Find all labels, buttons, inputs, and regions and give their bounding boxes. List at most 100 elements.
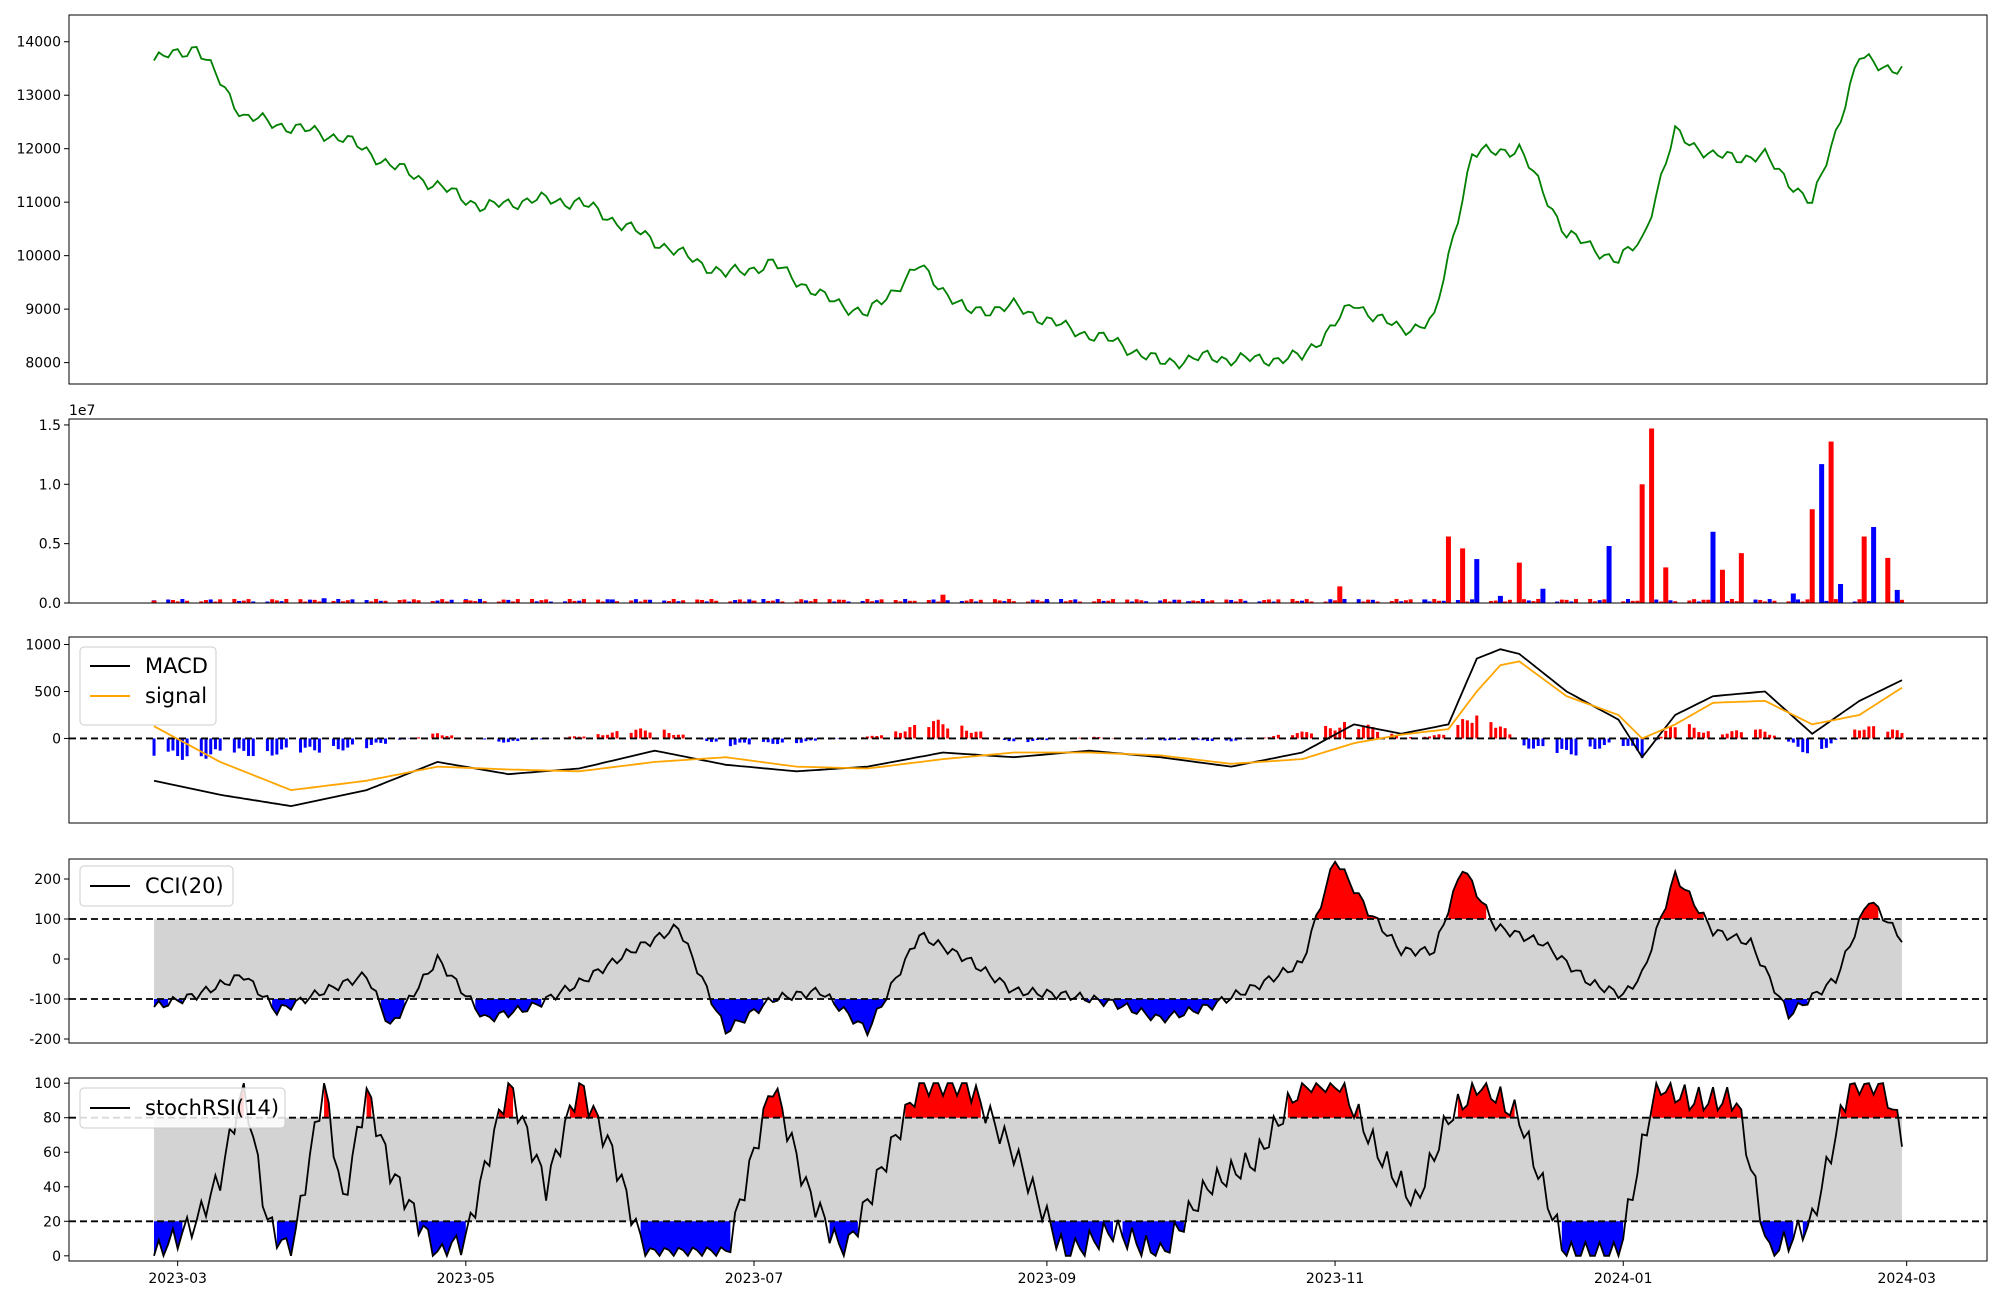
stochrsi-panel: 0 20 40 60 80 100 stochRSI(14) <box>34 1076 1988 1265</box>
volume-bar <box>407 601 412 603</box>
volume-bar <box>681 600 686 603</box>
macd-histogram-bar <box>237 738 241 749</box>
x-tick-label: 2023-09 <box>1018 1271 1077 1287</box>
macd-histogram-bar <box>880 735 884 739</box>
macd-histogram-bar <box>606 734 610 739</box>
volume-bar <box>567 598 572 603</box>
macd-histogram-bar <box>511 738 515 741</box>
macd-histogram-bar <box>1886 731 1890 739</box>
macd-histogram-bar <box>974 731 978 739</box>
macd-histogram-bar <box>804 738 808 742</box>
volume-bar <box>303 601 308 603</box>
x-tick-label: 2023-03 <box>148 1271 207 1287</box>
macd-histogram-bar <box>218 738 222 751</box>
volume-bar <box>1488 600 1493 603</box>
volume-bar <box>1300 600 1304 603</box>
volume-bar <box>709 599 714 603</box>
macd-histogram-bar <box>1144 738 1148 740</box>
macd-histogram-bar <box>365 738 369 749</box>
macd-histogram-bar <box>332 738 336 746</box>
volume-bar <box>1163 599 1167 603</box>
macd-histogram-bar <box>1428 736 1432 739</box>
y-tick-label: 40 <box>43 1180 61 1196</box>
volume-bar <box>1125 599 1130 603</box>
y-tick-label: 9000 <box>25 302 61 318</box>
macd-histogram-bar <box>1598 738 1602 749</box>
macd-histogram-bar <box>771 738 775 744</box>
volume-bar <box>964 600 969 603</box>
volume-bar <box>1002 601 1007 603</box>
macd-histogram-bar <box>251 738 255 757</box>
macd-histogram-bar <box>346 738 350 748</box>
macd-histogram-bar <box>1437 734 1441 739</box>
volume-bar <box>1158 600 1163 603</box>
volume-bar <box>1026 601 1030 603</box>
overbought-fill <box>1316 861 1378 919</box>
volume-bar <box>175 601 180 603</box>
volume-bar <box>997 600 1002 603</box>
volume-bar <box>563 601 568 603</box>
volume-bar <box>341 601 345 603</box>
volume-bar <box>1144 601 1149 603</box>
volume-bar <box>912 600 917 603</box>
volume-bar <box>1526 600 1531 603</box>
volume-bar <box>1375 601 1380 603</box>
signal-line <box>153 660 1903 792</box>
volume-bar <box>1654 599 1659 603</box>
volume-bar <box>478 598 482 603</box>
oversold-fill <box>418 1221 466 1256</box>
macd-histogram-bar <box>1801 738 1805 753</box>
macd-histogram-bar <box>780 738 784 743</box>
macd-histogram-bar <box>932 721 936 739</box>
y-tick-label: 12000 <box>16 142 61 158</box>
volume-bar <box>1555 601 1560 603</box>
macd-histogram-bar <box>1366 724 1370 739</box>
volume-bar <box>1092 601 1097 603</box>
volume-bar <box>1861 536 1867 603</box>
volume-bar <box>841 599 846 603</box>
overbought-fill <box>1457 1083 1515 1118</box>
volume-bar <box>274 600 279 603</box>
cci-panel: -200 -100 0 100 200 CCI(20) <box>29 858 1988 1048</box>
volume-bar <box>1503 601 1508 603</box>
volume-bar <box>1441 600 1446 603</box>
macd-histogram-bar <box>681 734 685 739</box>
macd-histogram-bar <box>1461 719 1465 739</box>
volume-bar <box>1710 531 1716 603</box>
macd-histogram-bar <box>596 734 600 739</box>
volume-bar <box>1044 600 1050 603</box>
macd-histogram-bar <box>1531 738 1535 749</box>
y-tick-label: 200 <box>34 872 61 888</box>
volume-bar <box>1276 599 1281 603</box>
macd-histogram-bar <box>1163 738 1167 741</box>
macd-histogram-bar <box>1640 738 1644 758</box>
volume-bar <box>1309 601 1314 603</box>
macd-histogram-bar <box>1196 738 1200 740</box>
macd-histogram-bar <box>1857 730 1861 739</box>
macd-histogram-bar <box>1527 738 1531 749</box>
volume-bar <box>1531 601 1536 603</box>
volume-bar <box>728 601 733 603</box>
overbought-fill <box>763 1088 783 1118</box>
macd-histogram-bar <box>743 738 747 743</box>
macd-histogram-bar <box>1872 726 1876 739</box>
volume-bar <box>1186 601 1192 603</box>
volume-bar <box>662 600 667 603</box>
volume-bar <box>1507 599 1512 603</box>
macd-histogram-bar <box>738 738 742 743</box>
volume-bar <box>1238 599 1243 603</box>
volume-marks <box>151 428 1904 603</box>
macd-histogram-bar <box>1829 738 1833 744</box>
x-tick-label: 2023-05 <box>437 1271 496 1287</box>
volume-bar <box>1852 601 1857 603</box>
y-tick-label: 0.5 <box>39 537 61 553</box>
volume-bar <box>775 599 780 603</box>
volume-bar <box>544 599 549 603</box>
volume-bar <box>321 598 327 603</box>
volume-bar <box>1828 441 1834 603</box>
volume-bar <box>860 600 865 603</box>
macd-histogram-bar <box>539 738 543 740</box>
macd-y-ticks: 0 500 1000 <box>25 638 69 747</box>
macd-histogram-bar <box>865 736 869 739</box>
macd-histogram-bar <box>662 729 666 739</box>
